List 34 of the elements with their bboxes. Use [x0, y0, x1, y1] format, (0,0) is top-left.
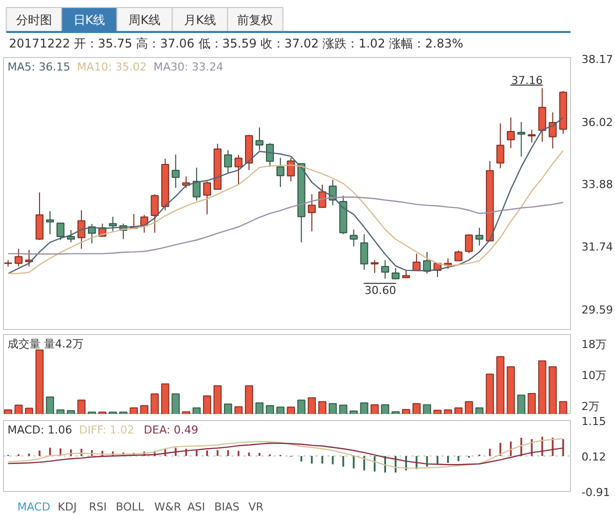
- text: VR: [248, 500, 264, 514]
- text: MACD: [17, 500, 50, 514]
- y-tick-label: -0.91: [582, 486, 610, 499]
- text: BOLL: [116, 500, 145, 514]
- text: RSI: [88, 500, 107, 514]
- chart-title: 成交量 量4.2万: [7, 338, 84, 350]
- chart-title: 20171222 开：35.75 高：37.06 低：35.59 收：37.02 涨跌：1.02 涨幅：2.83%: [9, 36, 464, 50]
- text: MA10: 35.02: [77, 60, 147, 74]
- y-tick-label: 10万: [582, 369, 606, 382]
- text: MA30: 33.24: [154, 60, 224, 74]
- y-tick-label: 31.74: [582, 240, 613, 254]
- text: 月K线: [184, 13, 216, 27]
- y-tick-label: 36.02: [582, 116, 613, 129]
- text: ASI: [187, 500, 206, 514]
- y-tick-label: 38.17: [582, 53, 613, 66]
- y-tick-label: 0.12: [582, 450, 606, 464]
- annotation: 30.60: [364, 284, 396, 297]
- text: BIAS: [214, 500, 240, 514]
- text: KDJ: [58, 500, 77, 514]
- annotation: 37.16: [511, 74, 543, 88]
- text: 日K线: [73, 13, 106, 27]
- y-tick-label: 1.15: [582, 415, 606, 428]
- text: 周K线: [128, 13, 160, 27]
- text: 分时图: [16, 13, 52, 27]
- series-label: DIFF: 1.02: [79, 424, 134, 436]
- y-tick-label: 33.88: [582, 178, 613, 192]
- series-label: MACD: 1.06: [7, 424, 72, 436]
- text: 前复权: [237, 13, 274, 27]
- y-tick-label: 2万: [582, 400, 600, 414]
- y-tick-label: 29.59: [582, 303, 613, 316]
- text: W&R: [154, 500, 182, 514]
- series-label: DEA: 0.49: [144, 424, 198, 436]
- text: MA5: 36.15: [7, 60, 70, 74]
- y-tick-label: 18万: [582, 338, 606, 352]
